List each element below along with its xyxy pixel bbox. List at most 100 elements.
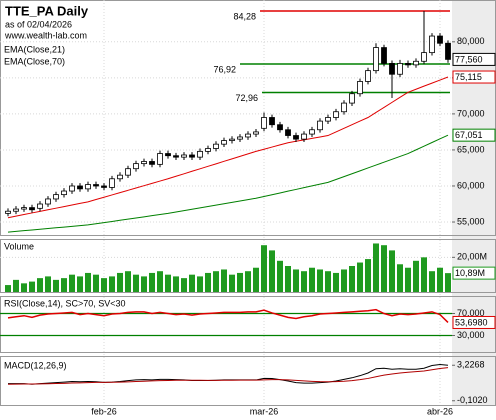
candle-body bbox=[133, 163, 139, 170]
candle-body bbox=[45, 198, 51, 205]
volume-bar bbox=[253, 267, 259, 292]
candle-body bbox=[421, 52, 427, 62]
legend-entry: EMA(Close,21) bbox=[4, 44, 65, 54]
volume-bar bbox=[373, 243, 379, 292]
value-label: 10,89M bbox=[455, 268, 485, 278]
candle-body bbox=[405, 63, 411, 66]
candle-body bbox=[277, 124, 283, 131]
volume-bar bbox=[93, 274, 99, 292]
candle-body bbox=[37, 203, 43, 209]
volume-bar bbox=[429, 271, 435, 292]
volume-bar bbox=[45, 276, 51, 292]
candle-body bbox=[157, 153, 163, 165]
volume-bar bbox=[149, 272, 155, 292]
y-tick-label: -0,1020 bbox=[457, 395, 488, 405]
candle-body bbox=[173, 155, 179, 158]
candle-body bbox=[69, 185, 75, 192]
panel-label: RSI(Close,14), SC>70, SV<30 bbox=[4, 298, 126, 308]
volume-bar bbox=[389, 250, 395, 292]
value-box bbox=[452, 52, 496, 66]
value-box bbox=[452, 315, 496, 329]
volume-bar bbox=[293, 269, 299, 292]
volume-bar bbox=[205, 272, 211, 292]
volume-bar bbox=[381, 245, 387, 292]
candle-body bbox=[141, 161, 147, 165]
volume-bar bbox=[269, 250, 275, 292]
candle-body bbox=[373, 47, 379, 72]
y-tick-label: 80,000 bbox=[457, 36, 485, 46]
candle-body bbox=[389, 63, 395, 75]
candle-body bbox=[357, 81, 363, 95]
volume-bar bbox=[261, 245, 267, 292]
volume-bar bbox=[181, 278, 187, 292]
candle-body bbox=[365, 70, 371, 82]
panel-label: Volume bbox=[4, 241, 34, 251]
subtitle: as of 02/04/2026 bbox=[5, 19, 72, 29]
indicator-line bbox=[7, 308, 449, 324]
volume-bar bbox=[357, 262, 363, 292]
y-tick-label: 3,2268 bbox=[457, 360, 485, 370]
volume-bar bbox=[333, 272, 339, 292]
volume-bar bbox=[413, 260, 419, 292]
value-label: 67,051 bbox=[455, 130, 483, 140]
volume-bar bbox=[165, 274, 171, 292]
volume-bar bbox=[317, 269, 323, 292]
volume-bar bbox=[5, 285, 11, 292]
volume-bar bbox=[405, 267, 411, 292]
volume-bar bbox=[245, 271, 251, 292]
candle-body bbox=[381, 47, 387, 64]
volume-bar bbox=[21, 283, 27, 292]
candle-body bbox=[445, 42, 451, 60]
candle-body bbox=[53, 194, 59, 200]
volume-bar bbox=[309, 267, 315, 292]
annotation: 84,28 bbox=[233, 11, 256, 21]
volume-bar bbox=[437, 267, 443, 292]
y-tick-label: 70,000 bbox=[457, 308, 485, 318]
y-tick-label: 60,000 bbox=[457, 180, 485, 190]
candle-body bbox=[165, 153, 171, 157]
candle-body bbox=[85, 184, 91, 190]
candle-body bbox=[221, 140, 227, 145]
volume-bar bbox=[13, 279, 19, 292]
candle-body bbox=[229, 138, 235, 141]
volume-bar bbox=[53, 279, 59, 292]
volume-bar bbox=[101, 278, 107, 292]
volume-bar bbox=[61, 278, 67, 292]
candle-body bbox=[261, 117, 267, 129]
candle-body bbox=[429, 35, 435, 54]
candle-body bbox=[245, 133, 251, 138]
candle-body bbox=[213, 143, 219, 149]
candle-body bbox=[117, 174, 123, 180]
volume-bar bbox=[325, 271, 331, 292]
ema-line bbox=[7, 76, 449, 219]
candle-body bbox=[13, 208, 19, 212]
candle-body bbox=[253, 131, 259, 135]
volume-bar bbox=[37, 278, 43, 292]
volume-bar bbox=[197, 276, 203, 292]
candle-body bbox=[77, 185, 83, 190]
volume-bar bbox=[237, 272, 243, 292]
volume-bar bbox=[365, 259, 371, 292]
y-tick-label: 65,000 bbox=[457, 144, 485, 154]
value-label: 53,6980 bbox=[455, 317, 488, 327]
indicator-line bbox=[7, 367, 449, 385]
volume-bar bbox=[397, 264, 403, 292]
candle-body bbox=[149, 161, 155, 165]
y-tick-label: 55,000 bbox=[457, 216, 485, 226]
y-tick-label: 30,000 bbox=[457, 330, 485, 340]
volume-bar bbox=[221, 269, 227, 292]
volume-bar bbox=[133, 274, 139, 292]
candle-body bbox=[189, 154, 195, 158]
annotation: 72,96 bbox=[235, 93, 258, 103]
volume-bar bbox=[445, 273, 451, 292]
candle-body bbox=[309, 129, 315, 135]
candle-body bbox=[101, 185, 107, 188]
candle-body bbox=[29, 207, 35, 211]
value-box bbox=[452, 266, 496, 280]
volume-bar bbox=[213, 271, 219, 292]
axis-area bbox=[452, 0, 496, 405]
candle-body bbox=[325, 117, 331, 122]
candle-body bbox=[205, 148, 211, 152]
value-box bbox=[452, 70, 496, 84]
